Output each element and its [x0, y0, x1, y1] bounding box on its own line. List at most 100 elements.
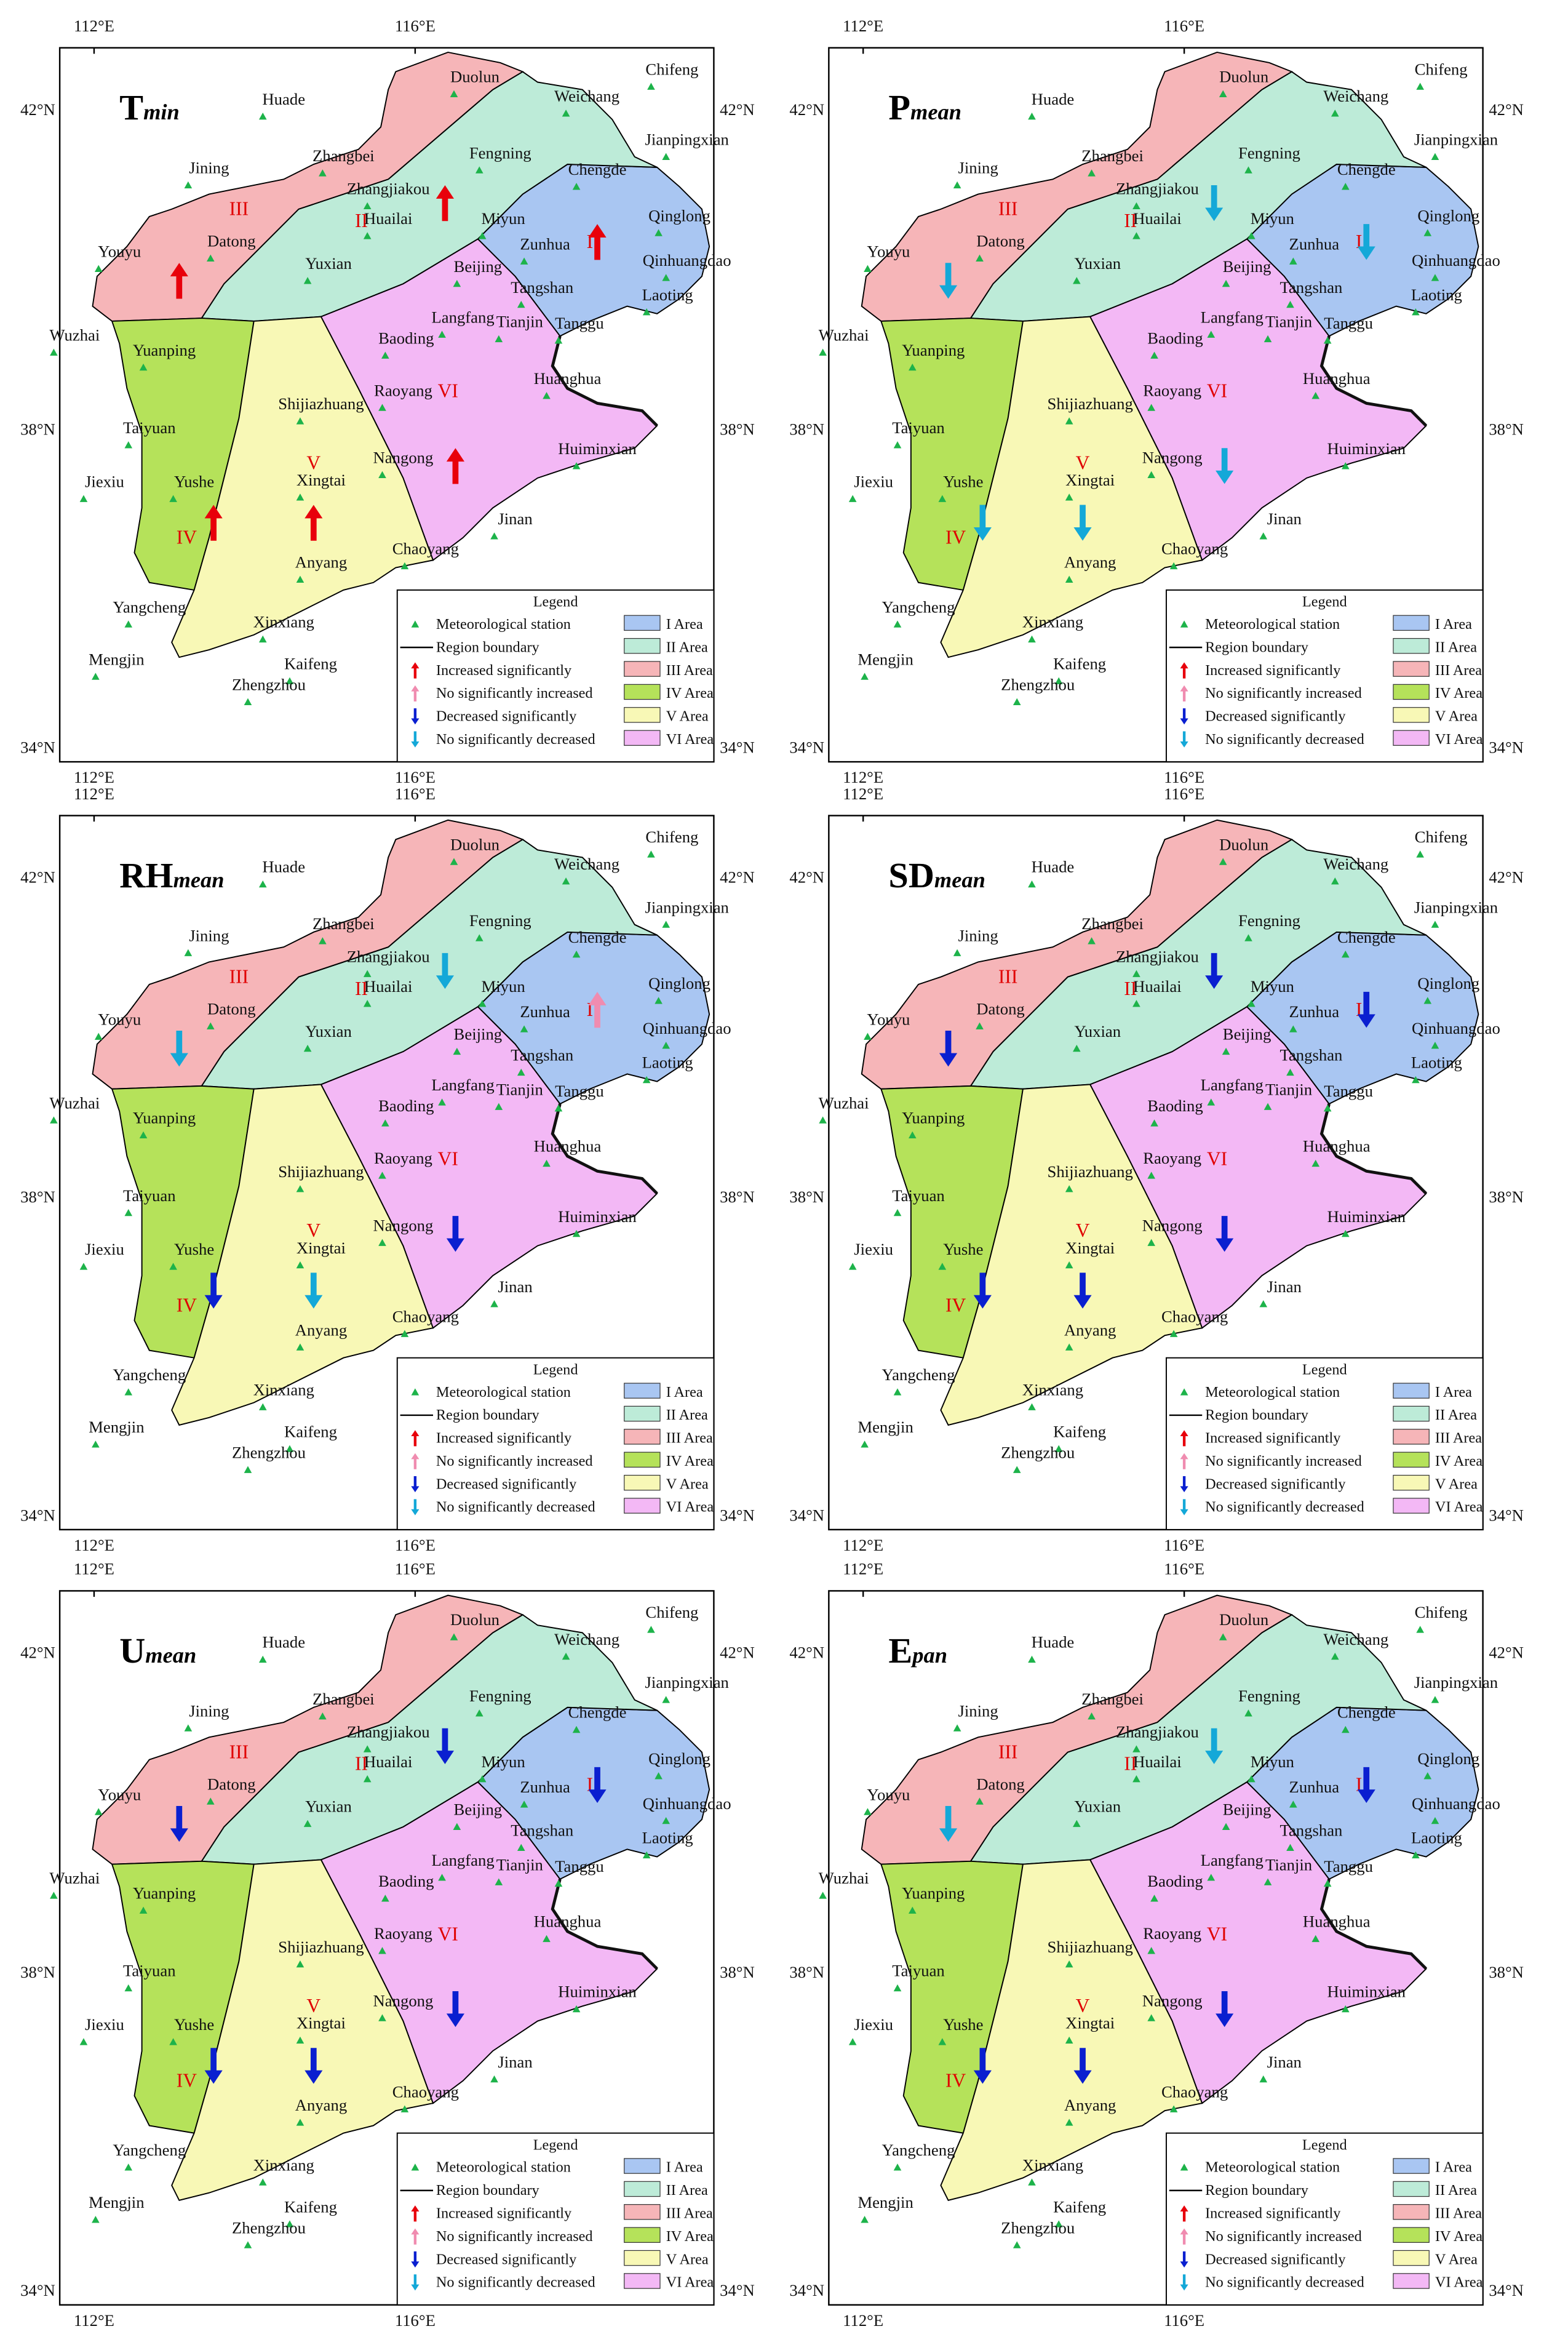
station-label: Zhengzhou — [232, 1443, 306, 1461]
station-marker — [400, 1330, 409, 1337]
legend-arrow — [411, 1453, 420, 1469]
lon-label-bottom: 112°E — [843, 768, 883, 786]
station-label: Huailai — [364, 977, 413, 996]
station-label: Miyun — [482, 977, 525, 996]
station-marker — [554, 1104, 563, 1112]
legend-label: Increased significantly — [436, 1430, 572, 1447]
trend-arrow — [1357, 991, 1375, 1028]
station-label: Jining — [189, 926, 229, 945]
station-marker — [1264, 1878, 1272, 1885]
station-label: Laoting — [1411, 1053, 1462, 1072]
station-label: Xinxiang — [253, 613, 314, 631]
legend-area-label: III Area — [1435, 1430, 1482, 1447]
station-marker — [662, 1042, 671, 1049]
station-label: Youyu — [98, 242, 141, 261]
station-marker — [520, 257, 528, 265]
legend-title: Legend — [533, 2136, 578, 2153]
legend-area-label: II Area — [666, 2182, 708, 2199]
station-label: Huanghua — [534, 1912, 602, 1931]
trend-arrow — [204, 1272, 223, 1309]
region-label: III — [998, 1741, 1018, 1762]
station-marker — [1311, 1935, 1320, 1943]
station-marker — [1065, 493, 1073, 501]
trend-arrow — [304, 1272, 323, 1309]
station-marker — [206, 254, 215, 262]
title-subscript: mean — [910, 100, 961, 124]
station-label: Fengning — [469, 1687, 531, 1705]
lon-label-bottom: 112°E — [74, 768, 114, 786]
station-marker — [378, 1239, 386, 1246]
station-marker — [475, 1709, 484, 1717]
station-label: Qinglong — [648, 206, 710, 225]
region-label: II — [1124, 978, 1137, 999]
lon-label-top: 112°E — [843, 1560, 883, 1578]
station-label: Huade — [262, 858, 305, 876]
station-marker — [124, 1388, 133, 1396]
legend-swatch — [624, 2227, 661, 2243]
station-label: Chaoyang — [1161, 2082, 1228, 2101]
region-label: III — [998, 965, 1018, 987]
station-label: Kaifeng — [1053, 2197, 1106, 2216]
lat-label-left: 38°N — [789, 1963, 824, 1981]
legend-label: Increased significantly — [436, 662, 572, 679]
legend-area-label: III Area — [666, 1430, 713, 1447]
lon-label-bottom: 116°E — [395, 1536, 436, 1554]
lon-label-top: 112°E — [74, 1560, 114, 1578]
legend-area-label: IV Area — [1435, 1453, 1482, 1469]
title-main: U — [119, 1631, 145, 1671]
trend-arrow — [973, 1272, 992, 1309]
station-marker — [184, 181, 193, 189]
station-label: Yuanping — [133, 1109, 196, 1127]
region-area — [92, 819, 524, 1090]
lat-label-left: 34°N — [789, 2281, 824, 2299]
station-label: Chengde — [568, 160, 627, 178]
lat-label-left: 38°N — [20, 1963, 55, 1981]
station-marker — [169, 2038, 177, 2045]
legend-area-label: I Area — [666, 1384, 703, 1400]
lon-label-bottom: 112°E — [74, 2311, 114, 2330]
station-marker — [450, 858, 458, 865]
station-marker — [363, 232, 372, 239]
trend-arrow — [170, 263, 188, 299]
station-marker — [1323, 337, 1332, 344]
station-marker — [319, 169, 327, 177]
coastline — [551, 1103, 658, 1195]
station-label: Duolun — [450, 68, 499, 86]
station-label: Yushe — [174, 1240, 214, 1258]
station-marker — [124, 1984, 133, 1992]
legend-swatch — [1393, 2181, 1430, 2197]
station-label: Datong — [207, 1775, 256, 1793]
station-marker — [1264, 335, 1272, 343]
station-marker — [94, 265, 103, 273]
station-label: Anyang — [295, 1320, 348, 1339]
station-marker — [296, 493, 304, 501]
legend-area-label: IV Area — [666, 2228, 714, 2245]
station-label: Raoyang — [1143, 1924, 1201, 1943]
station-label: Zhangbei — [312, 146, 375, 165]
station-marker — [124, 2163, 133, 2171]
station-marker — [642, 1076, 651, 1084]
legend-arrow — [1180, 1430, 1188, 1447]
station-marker — [1132, 202, 1140, 210]
station-marker — [169, 495, 177, 502]
station-marker — [450, 90, 458, 97]
station-marker — [1259, 2075, 1268, 2083]
station-marker — [1219, 90, 1227, 97]
lat-label-left: 38°N — [20, 1188, 55, 1206]
legend-title: Legend — [1302, 594, 1347, 610]
station-label: Shijiazhuang — [278, 1162, 364, 1181]
station-marker — [861, 2216, 869, 2223]
station-marker — [124, 1208, 133, 1216]
station-label: Shijiazhuang — [1047, 1162, 1132, 1181]
legend-arrow — [1180, 662, 1188, 679]
station-label: Jinan — [1267, 509, 1302, 528]
region-label: III — [229, 198, 249, 220]
legend-arrow — [411, 2251, 420, 2268]
legend-box — [396, 2132, 715, 2306]
coastline — [551, 335, 658, 427]
lat-label-right: 42°N — [1489, 868, 1524, 887]
station-marker — [296, 1185, 304, 1192]
station-marker — [400, 2105, 409, 2112]
station-marker — [572, 462, 581, 469]
station-label: Qinhuangdao — [643, 1019, 731, 1037]
